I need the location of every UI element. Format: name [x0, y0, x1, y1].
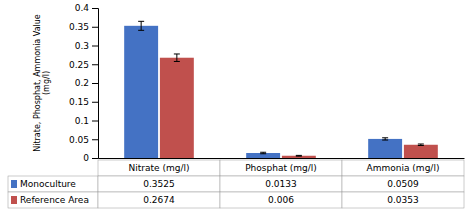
y-tick-label: 0.2 — [75, 78, 89, 88]
error-bar — [174, 54, 180, 62]
data-table: Nitrate (mg/l) Phosphat (mg/l) Ammonia (mg… — [8, 160, 464, 208]
error-bar-line — [418, 144, 424, 146]
x-axis-line — [99, 158, 465, 159]
y-tick: 0.25 — [69, 60, 98, 70]
error-bar — [296, 155, 302, 157]
y-tick: 0 — [83, 153, 98, 163]
y-axis-title-line: (mg/l) — [42, 71, 51, 95]
error-bar — [138, 21, 144, 30]
legend-label: Reference Area — [20, 195, 89, 205]
y-tick-label: 0.05 — [69, 135, 89, 145]
legend-swatch — [11, 196, 17, 204]
y-tick-mark — [92, 83, 98, 84]
y-tick-mark — [92, 8, 98, 9]
bar — [246, 153, 280, 158]
y-tick-label: 0 — [83, 153, 89, 163]
table-cell — [98, 160, 220, 176]
error-bar-line — [174, 54, 180, 62]
bar — [124, 26, 158, 158]
y-tick-label: 0.15 — [69, 97, 89, 107]
series — [160, 54, 438, 158]
table-cell — [220, 160, 342, 176]
data-label: 0.3525 — [143, 179, 175, 189]
y-tick-label: 0.1 — [75, 116, 89, 126]
table-cell — [8, 192, 98, 208]
y-tick-mark — [92, 158, 98, 159]
bar — [282, 156, 316, 158]
table-cell — [98, 176, 220, 192]
y-tick-label: 0.25 — [69, 60, 89, 70]
chart: 0 0.05 0.1 0.15 0.2 0.25 0.3 0.35 0.4 Nitrate, Ph… — [0, 0, 474, 221]
legend-swatch — [11, 180, 17, 188]
y-tick-mark — [92, 139, 98, 140]
bar — [160, 58, 194, 158]
table-header: Phosphat (mg/l) — [245, 163, 317, 173]
y-tick-mark — [92, 102, 98, 103]
table-cell — [342, 192, 464, 208]
y-tick: 0.05 — [69, 135, 98, 145]
error-bar — [260, 152, 266, 154]
table-cell — [8, 176, 98, 192]
bar — [404, 145, 438, 158]
data-label: 0.0133 — [265, 179, 297, 189]
error-bar-line — [138, 21, 144, 30]
y-tick-mark — [92, 27, 98, 28]
table-header: Ammonia (mg/l) — [367, 163, 440, 173]
table-cell — [98, 192, 220, 208]
y-tick: 0.15 — [69, 97, 98, 107]
y-tick: 0.1 — [75, 116, 98, 126]
y-tick-label: 0.3 — [75, 41, 89, 51]
error-bar-line — [296, 155, 302, 157]
table-cell — [220, 192, 342, 208]
data-label: 0.0353 — [387, 195, 419, 205]
y-tick-mark — [92, 121, 98, 122]
data-label: 0.0509 — [387, 179, 419, 189]
y-tick-mark — [92, 46, 98, 47]
table-header: Nitrate (mg/l) — [129, 163, 190, 173]
y-tick-label: 0.35 — [69, 22, 89, 32]
y-axis-title: Nitrate, Phosphat, Ammonia Value(mg/l) — [33, 14, 51, 152]
y-tick: 0.2 — [75, 78, 98, 88]
y-tick: 0.3 — [75, 41, 98, 51]
error-bar — [382, 138, 388, 140]
legend-label: Monoculture — [20, 179, 76, 189]
table-cell — [342, 176, 464, 192]
y-axis-title-line: Nitrate, Phosphat, Ammonia Value — [33, 14, 42, 152]
x-axis — [99, 158, 465, 159]
error-bar-line — [382, 138, 388, 140]
error-bar-line — [260, 152, 266, 154]
table-cell — [220, 176, 342, 192]
data-label: 0.006 — [268, 195, 294, 205]
series — [124, 21, 402, 158]
y-axis: 0 0.05 0.1 0.15 0.2 0.25 0.3 0.35 0.4 — [69, 3, 99, 163]
error-bar — [418, 144, 424, 146]
bar — [368, 139, 402, 158]
plot-area — [124, 21, 438, 158]
y-axis-line — [92, 9, 99, 159]
y-tick-mark — [92, 64, 98, 65]
y-tick: 0.4 — [75, 3, 98, 13]
table-cell — [342, 160, 464, 176]
data-label: 0.2674 — [143, 195, 175, 205]
y-tick: 0.35 — [69, 22, 98, 32]
y-tick-label: 0.4 — [75, 3, 90, 13]
